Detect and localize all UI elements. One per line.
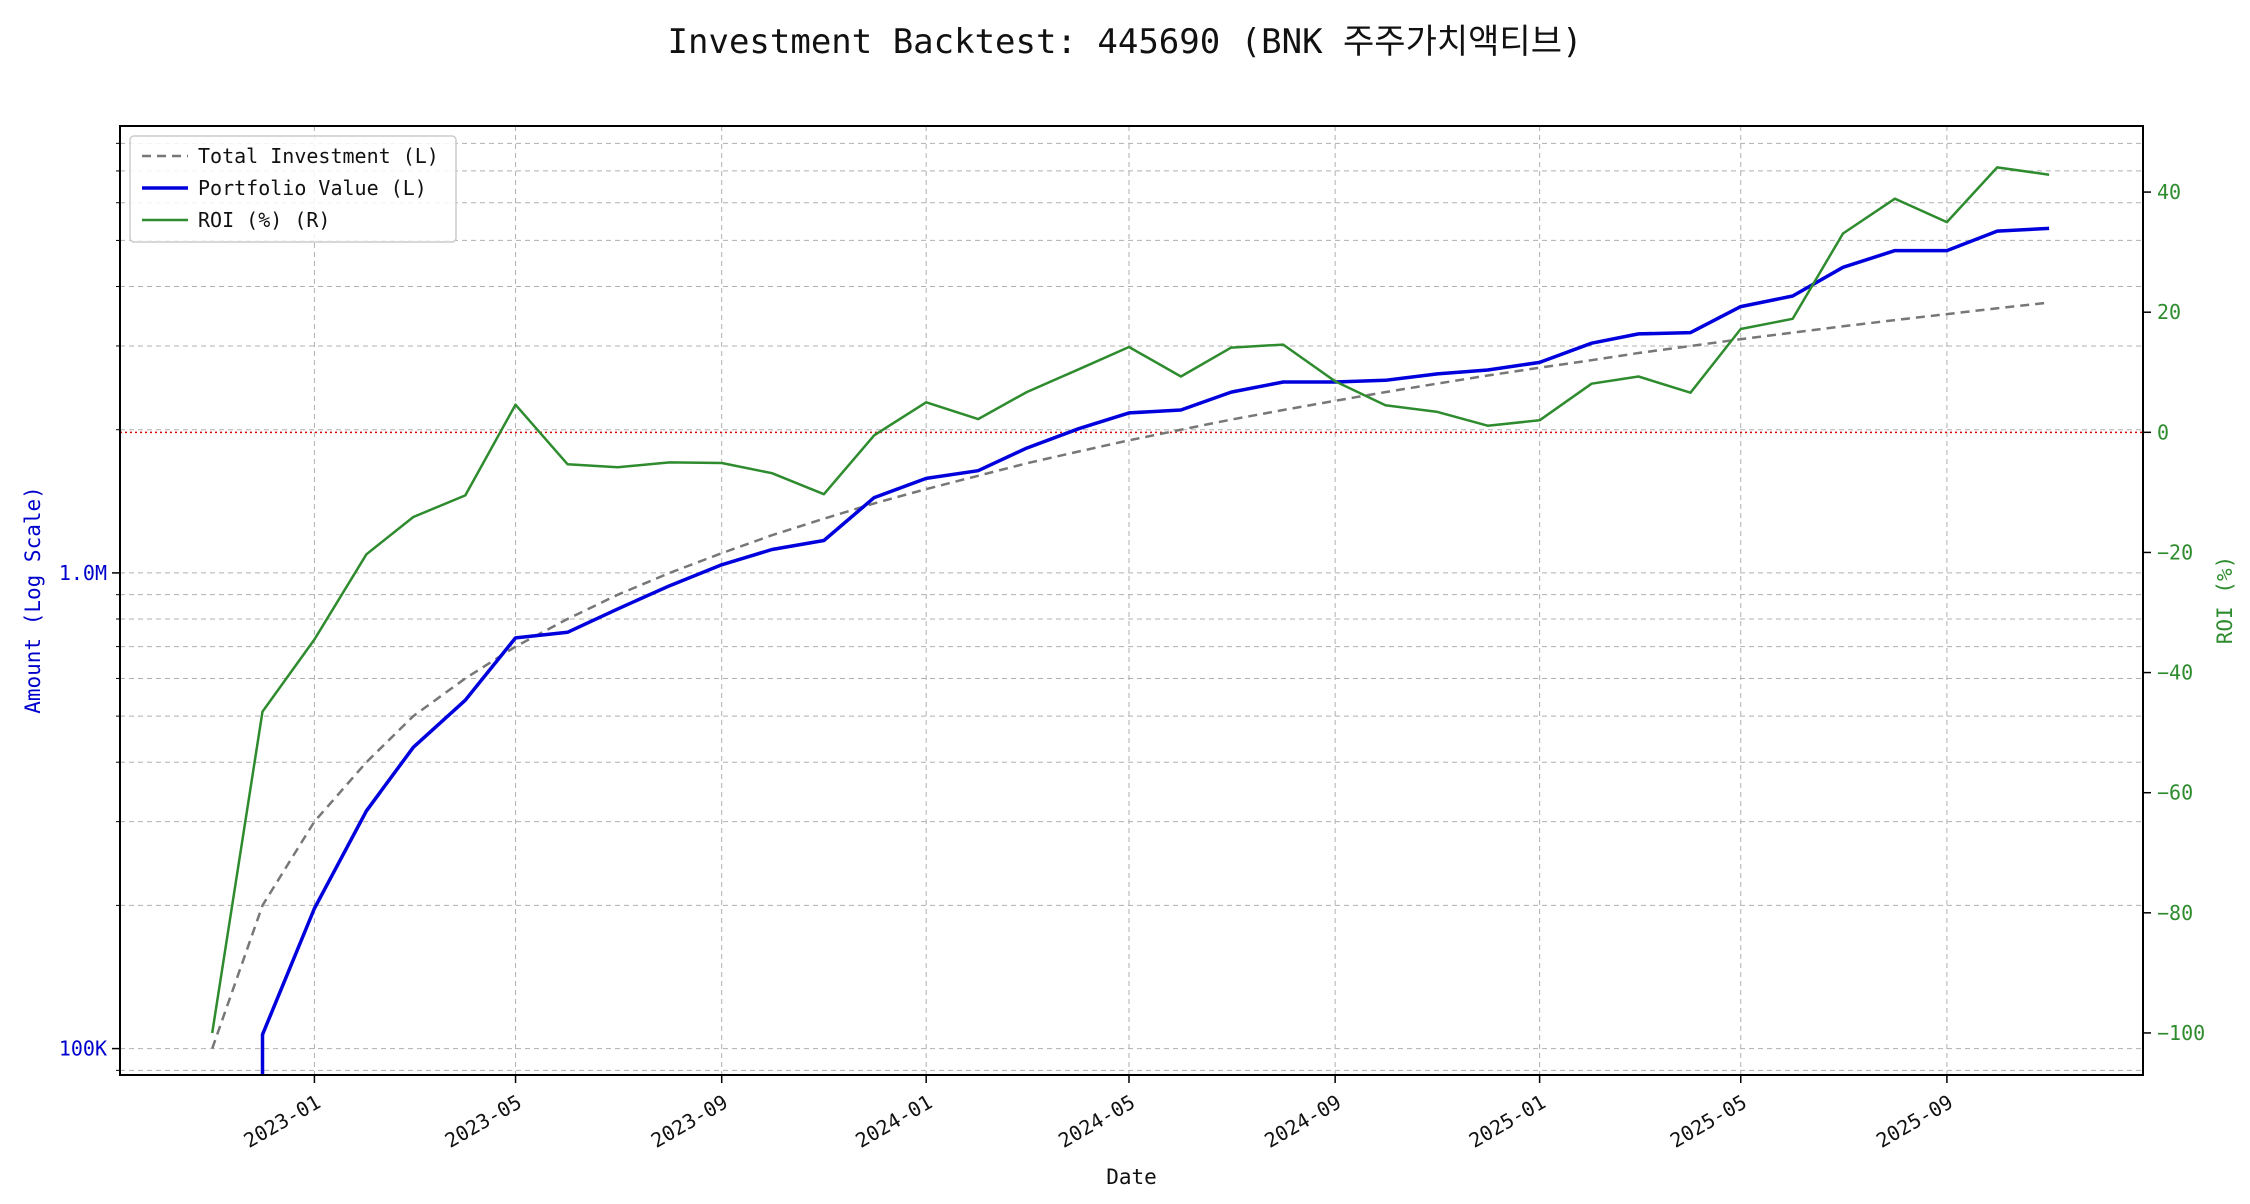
x-tick-label: 2023-01 (240, 1090, 325, 1153)
x-tick-label: 2025-01 (1465, 1090, 1550, 1153)
x-tick-label: 2023-09 (647, 1090, 732, 1153)
portfolio-value-line (260, 226, 2050, 1075)
plot-frame (119, 125, 2144, 1076)
y-right-tick-label: 0 (2157, 420, 2169, 444)
x-tick-label: 2023-05 (441, 1090, 526, 1153)
y-left-tick-label: 100K (59, 1037, 107, 1061)
x-tick-label: 2025-09 (1872, 1090, 1957, 1153)
x-axis-label: Date (1106, 1165, 1157, 1189)
y-right-tick-label: −40 (2157, 661, 2193, 685)
y-right-tick-label: −100 (2157, 1021, 2205, 1045)
legend-label: Total Investment (L) (198, 144, 439, 168)
y-right-tick-label: −80 (2157, 901, 2193, 925)
y-axis-label-left: Amount (Log Scale) (21, 486, 45, 714)
y-left-tick-label: 1.0M (59, 561, 107, 585)
chart-title: Investment Backtest: 445690 (BNK 주주가치액티브… (667, 22, 1583, 62)
x-tick-label: 2024-01 (851, 1090, 936, 1153)
total-investment-line (211, 301, 2050, 1050)
roi-line (210, 166, 2050, 1034)
y-right-tick-label: −20 (2157, 540, 2193, 564)
x-tick-label: 2025-05 (1666, 1090, 1751, 1153)
legend-label: ROI (%) (R) (198, 208, 330, 232)
y-axis-label-right: ROI (%) (2213, 556, 2237, 645)
y-right-tick-label: −60 (2157, 781, 2193, 805)
x-tick-label: 2024-09 (1260, 1090, 1345, 1153)
y-right-tick-label: 20 (2157, 300, 2181, 324)
x-tick-label: 2024-05 (1054, 1090, 1139, 1153)
legend-box (129, 135, 457, 243)
y-right-tick-label: 40 (2157, 180, 2181, 204)
legend-label: Portfolio Value (L) (198, 176, 427, 200)
